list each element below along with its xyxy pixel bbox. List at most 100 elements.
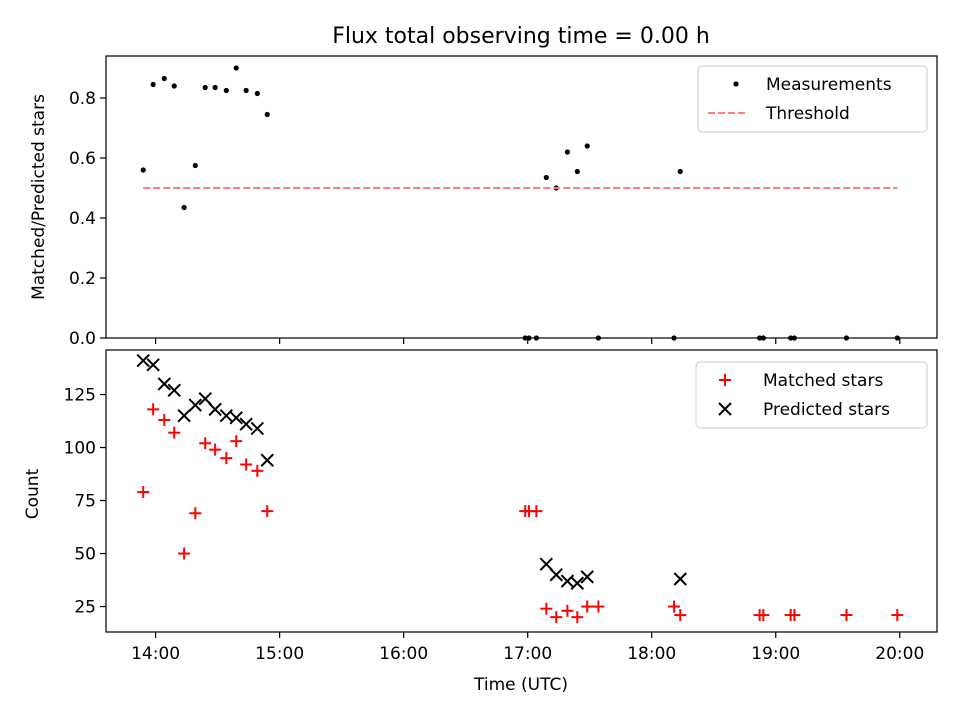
count-panel: 25 50 75 100 125 14:00 15:00 16:00 17:00 18:00 19… — [23, 349, 938, 664]
matched-star-point — [592, 600, 605, 613]
matched-star-point — [757, 609, 770, 622]
x-tick-label: 20:00 — [875, 644, 924, 664]
matched-star-point — [189, 507, 202, 520]
matched-star-point — [168, 426, 181, 439]
matched-star-point — [530, 505, 543, 518]
y-tick-label: 0.4 — [69, 209, 96, 229]
y-tick-label: 100 — [64, 439, 96, 459]
predicted-star-point — [570, 576, 585, 590]
count-legend: Matched stars Predicted stars — [695, 361, 928, 429]
measurement-point — [757, 335, 763, 341]
legend-measurements-marker — [733, 81, 739, 87]
measurement-point — [212, 84, 218, 91]
y-tick-label: 0.8 — [69, 89, 96, 109]
matched-star-point — [199, 437, 212, 450]
measurement-point — [233, 65, 239, 71]
measurement-point — [223, 87, 229, 94]
measurement-point — [140, 167, 146, 173]
measurement-point — [760, 335, 766, 341]
predicted-star-point — [549, 568, 563, 582]
matched-star-point — [571, 611, 584, 624]
matched-star-point — [240, 458, 253, 471]
predicted-star-point — [146, 358, 160, 372]
count-legend-box — [695, 361, 928, 429]
x-tick-label: 17:00 — [503, 644, 552, 664]
y-tick-label: 0.0 — [69, 329, 96, 349]
count-y-axis-label: Count — [23, 468, 43, 519]
measurement-point — [584, 143, 590, 149]
measurement-point — [894, 335, 900, 341]
matched-star-point — [540, 602, 553, 615]
ratio-plot-frame — [105, 55, 938, 339]
legend-matched-marker — [719, 374, 731, 386]
predicted-star-point — [177, 409, 191, 423]
legend-matched-label: Matched stars — [763, 371, 883, 391]
chart-title: Flux total observing time = 0.00 h — [332, 24, 710, 49]
measurement-point — [574, 168, 580, 175]
matched-star-point — [178, 547, 191, 560]
predicted-star-point — [136, 353, 150, 368]
ratio-legend-box — [697, 65, 928, 133]
legend-predicted-label: Predicted stars — [763, 400, 890, 420]
measurement-point — [522, 335, 528, 341]
y-tick-label: 25 — [74, 598, 96, 618]
predicted-star-point — [167, 383, 181, 397]
measurement-point — [192, 162, 198, 169]
matched-star-point — [840, 609, 853, 622]
predicted-star-point — [560, 574, 575, 588]
x-axis-label: Time (UTC) — [473, 675, 568, 695]
ratio-legend: Measurements Threshold — [697, 65, 928, 133]
measurement-point — [564, 149, 570, 155]
measurement-point — [595, 335, 601, 341]
matched-star-point — [891, 609, 904, 622]
predicted-star-point — [188, 398, 203, 412]
matched-star-point — [251, 464, 264, 477]
ratio-panel: 0.00.20.40.60.8 Matched/Predicted stars … — [29, 55, 938, 349]
measurement-point — [543, 174, 549, 181]
matched-star-point — [581, 600, 594, 613]
predicted-star-point — [219, 409, 234, 423]
measurement-point — [791, 335, 797, 341]
predicted-star-point — [229, 411, 243, 425]
matched-star-point — [158, 413, 171, 426]
y-tick-label: 125 — [64, 386, 96, 406]
measurement-point — [202, 84, 208, 91]
y-tick-label: 50 — [74, 545, 96, 565]
matched-star-point — [220, 452, 233, 465]
x-tick-label: 15:00 — [255, 644, 304, 664]
measurement-point — [171, 83, 177, 89]
matched-star-point — [550, 611, 563, 624]
x-tick-label: 19:00 — [751, 644, 800, 664]
measurement-point — [150, 81, 156, 88]
matched-star-point — [788, 609, 801, 622]
measurement-point — [843, 335, 850, 341]
measurement-point — [533, 335, 539, 341]
matched-star-point — [674, 609, 687, 622]
ratio-y-axis-label: Matched/Predicted stars — [29, 94, 49, 300]
measurement-point — [677, 168, 683, 175]
predicted-star-point — [239, 417, 253, 431]
legend-measurements-label: Measurements — [766, 75, 892, 95]
y-tick-label: 0.6 — [69, 149, 96, 169]
matched-star-point — [561, 604, 574, 617]
measurement-point — [254, 90, 260, 97]
measurement-point — [264, 111, 270, 118]
matched-star-point — [261, 505, 274, 518]
predicted-star-point — [157, 377, 172, 391]
matched-star-point — [668, 600, 681, 613]
legend-predicted-marker — [718, 402, 732, 416]
matched-star-point — [209, 443, 222, 456]
legend-threshold-label: Threshold — [765, 104, 850, 124]
predicted-star-point — [260, 453, 274, 467]
predicted-star-point — [673, 572, 687, 586]
predicted-star-point — [208, 402, 222, 417]
predicted-star-point — [198, 392, 212, 406]
matched-star-point — [147, 403, 160, 416]
y-tick-label: 0.2 — [69, 269, 96, 289]
matched-star-point — [230, 435, 243, 448]
measurement-point — [181, 204, 187, 211]
count-plot-frame — [105, 349, 938, 633]
predicted-star-point — [539, 557, 554, 571]
measurement-point — [788, 335, 794, 341]
